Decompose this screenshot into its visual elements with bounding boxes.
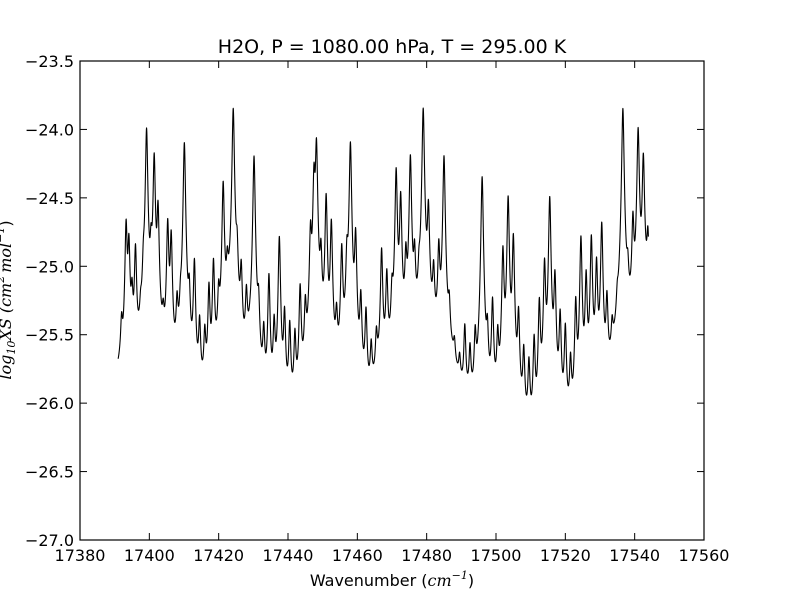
y-axis-label-suffix: ) <box>0 220 15 226</box>
x-tick-label: 17560 <box>679 546 730 565</box>
y-axis-label-exp2: −1 <box>0 227 7 243</box>
y-tick-label: −26.0 <box>25 394 74 413</box>
x-axis-label-prefix: Wavenumber ( <box>310 571 428 590</box>
x-tick-label: 17520 <box>540 546 591 565</box>
y-tick-label: −23.5 <box>25 52 74 71</box>
y-axis-label-func: log <box>0 355 15 380</box>
x-tick-label: 17440 <box>263 546 314 565</box>
y-tick-label: −25.5 <box>25 326 74 345</box>
y-tick-label: −24.5 <box>25 189 74 208</box>
x-axis-label: Wavenumber (cm−1) <box>310 569 474 590</box>
x-axis-label-suffix: ) <box>468 571 474 590</box>
y-tick-label: −26.5 <box>25 463 74 482</box>
plot-frame <box>79 60 705 541</box>
x-tick-label: 17500 <box>471 546 522 565</box>
x-tick-label: 17400 <box>124 546 175 565</box>
x-tick-label: 17420 <box>193 546 244 565</box>
y-tick-label: −24.0 <box>25 120 74 139</box>
x-tick-label: 17480 <box>401 546 452 565</box>
y-axis-label-unit: cm <box>0 283 15 307</box>
series-line-h2o-xs <box>117 107 649 396</box>
x-tick-label: 17540 <box>609 546 660 565</box>
y-axis-label-exp1: 2 <box>0 276 7 284</box>
y-axis-label-unit2: mol <box>0 243 15 273</box>
y-axis-label-var: XS ( <box>0 306 15 342</box>
chart-title: H2O, P = 1080.00 hPa, T = 295.00 K <box>218 36 567 58</box>
x-axis-label-exponent: −1 <box>452 569 468 582</box>
y-axis-label: log10XS (cm2 mol−1) <box>0 220 18 379</box>
plot-area <box>79 60 705 541</box>
x-tick-label: 17460 <box>332 546 383 565</box>
y-tick-label: −27.0 <box>25 531 74 550</box>
y-axis-label-sub: 10 <box>5 341 18 355</box>
x-axis: 17380 17400 17420 17440 17460 17480 17500 17520… <box>55 61 730 565</box>
x-axis-label-unit: cm <box>428 571 452 590</box>
y-tick-label: −25.0 <box>25 257 74 276</box>
x-tick-label: 17380 <box>55 546 106 565</box>
y-axis: −27.0 −26.5 −26.0 −25.5 −25.0 −24.5 −24.0 −23.5 <box>25 52 704 550</box>
